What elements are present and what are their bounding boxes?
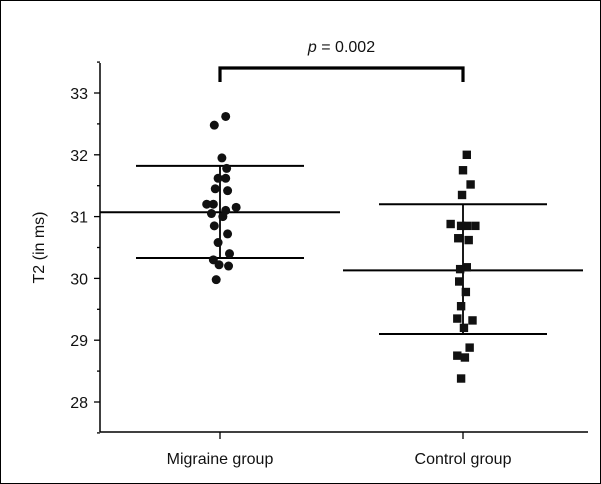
data-point <box>464 235 473 245</box>
p-value-text: = 0.002 <box>317 39 375 56</box>
data-point <box>224 261 234 271</box>
axes: 28 29 30 31 32 33 Migraine group Control group <box>70 61 588 468</box>
data-point <box>202 199 212 209</box>
data-point <box>453 351 462 360</box>
data-point <box>462 263 471 272</box>
data-point <box>213 238 223 248</box>
data-point <box>457 190 467 200</box>
data-point <box>206 209 216 219</box>
data-point <box>456 374 466 383</box>
data-point <box>231 202 241 212</box>
data-point <box>454 234 463 243</box>
data-point <box>468 316 477 325</box>
series-1 <box>100 111 340 285</box>
y-tick-label: 32 <box>70 148 88 165</box>
data-point <box>221 111 231 121</box>
significance-bracket <box>218 66 465 82</box>
data-point <box>453 314 462 323</box>
data-point <box>217 153 227 163</box>
p-value-label: p = 0.002 <box>307 39 375 56</box>
bracket-line <box>218 66 465 82</box>
x-category-label: Migraine group <box>167 451 274 468</box>
p-value-symbol: p <box>307 39 317 56</box>
x-category-label: Control group <box>415 451 512 468</box>
data-point <box>455 277 464 286</box>
y-axis-title: T2 (in ms) <box>31 212 48 284</box>
y-tick-label: 30 <box>70 271 88 288</box>
data-point <box>218 212 228 222</box>
data-point <box>209 221 219 231</box>
data-point <box>458 166 468 175</box>
y-tick-label: 33 <box>70 86 88 103</box>
data-point <box>460 353 470 362</box>
data-point <box>461 287 471 297</box>
data-point <box>223 229 233 239</box>
data-point <box>466 180 475 189</box>
data-point <box>221 173 231 183</box>
data-point <box>209 120 219 130</box>
data-point <box>455 264 465 274</box>
data-point <box>471 221 480 231</box>
data-marks <box>100 111 583 383</box>
y-tick-label: 31 <box>70 210 88 227</box>
y-tick-label: 29 <box>70 333 88 350</box>
data-point <box>456 221 466 231</box>
data-point <box>225 249 234 259</box>
data-point <box>214 260 224 270</box>
data-point <box>446 219 455 229</box>
data-point <box>210 184 220 194</box>
data-point <box>213 173 223 183</box>
data-point <box>223 186 233 196</box>
y-tick-label: 28 <box>70 395 88 412</box>
data-point <box>462 150 471 159</box>
data-point <box>456 302 466 311</box>
data-point <box>459 323 469 333</box>
data-point <box>462 221 471 231</box>
series-2 <box>343 150 583 383</box>
data-point <box>208 199 218 209</box>
data-point <box>222 163 232 173</box>
data-point <box>211 275 221 285</box>
data-point <box>465 343 474 352</box>
